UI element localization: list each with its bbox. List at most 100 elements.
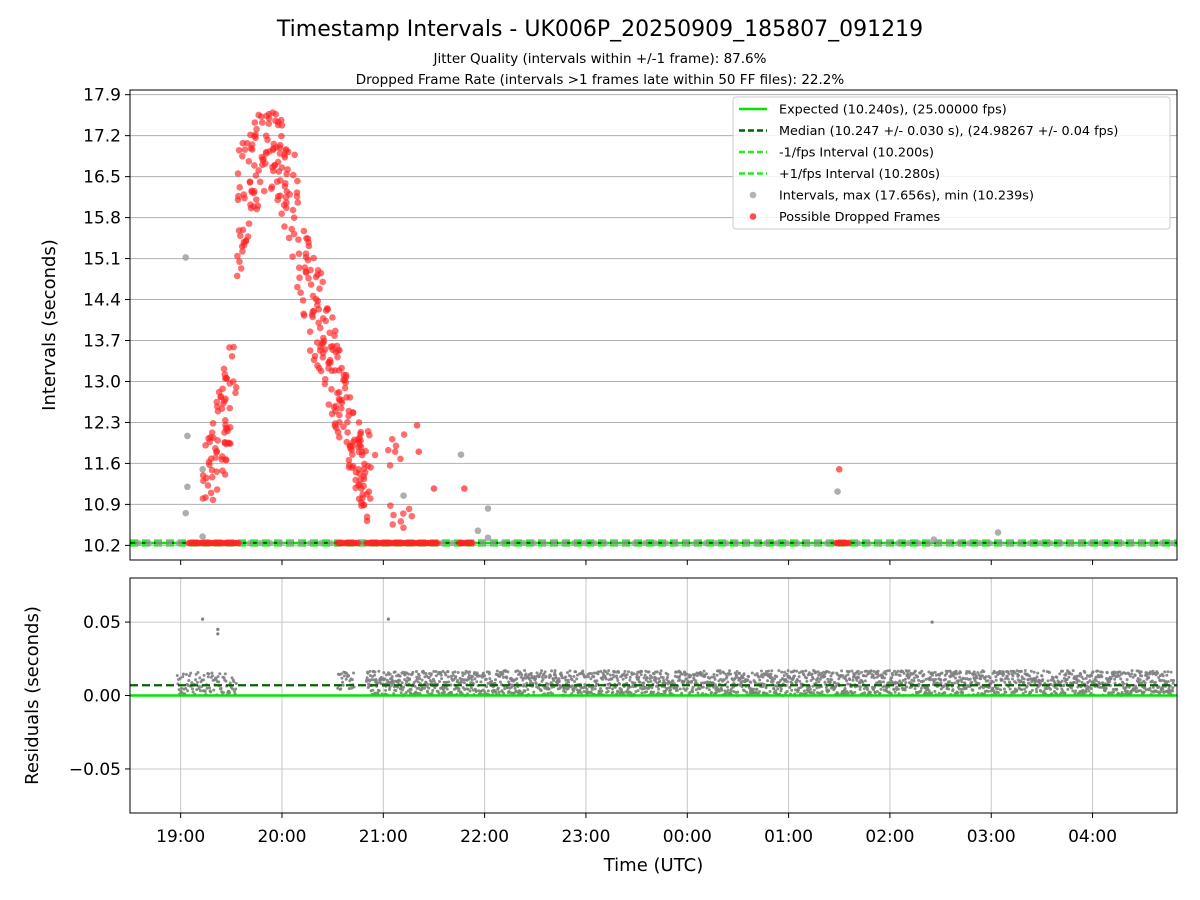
residual-point bbox=[1166, 680, 1170, 684]
residual-point bbox=[811, 684, 815, 688]
residual-point bbox=[201, 617, 205, 621]
dropped-frame-point bbox=[235, 192, 242, 200]
residual-point bbox=[604, 670, 608, 674]
residual-point bbox=[606, 672, 610, 676]
residual-point bbox=[1171, 681, 1175, 685]
dropped-frame-point bbox=[430, 485, 438, 492]
residual-point bbox=[764, 686, 768, 690]
dropped-frame-point bbox=[390, 511, 397, 519]
residual-point bbox=[1009, 669, 1013, 673]
chart-subtitle-dropped: Dropped Frame Rate (intervals >1 frames … bbox=[356, 72, 845, 88]
residual-point bbox=[209, 690, 213, 694]
dropped-frame-point bbox=[336, 346, 343, 354]
residual-point bbox=[718, 669, 722, 673]
residual-point bbox=[431, 689, 435, 693]
residual-point bbox=[712, 685, 716, 689]
residual-point bbox=[863, 679, 867, 683]
dropped-frame-point bbox=[260, 187, 268, 195]
residual-point bbox=[792, 674, 796, 678]
residual-point bbox=[1055, 675, 1059, 679]
residual-point bbox=[217, 680, 221, 684]
residual-point bbox=[896, 669, 900, 673]
residual-point bbox=[903, 688, 907, 692]
residual-point bbox=[228, 681, 232, 685]
residual-point bbox=[445, 687, 449, 691]
residual-point bbox=[222, 676, 226, 680]
residual-point bbox=[955, 672, 959, 676]
residual-point bbox=[658, 672, 662, 676]
x-axis-label: Time (UTC) bbox=[603, 855, 704, 876]
residual-point bbox=[560, 676, 564, 680]
residual-point bbox=[961, 690, 965, 694]
residual-point bbox=[986, 679, 990, 683]
residual-point bbox=[1051, 676, 1055, 680]
residual-point bbox=[828, 680, 832, 684]
residual-point bbox=[433, 686, 437, 690]
residual-point bbox=[971, 688, 975, 692]
dropped-frame-point bbox=[291, 151, 298, 159]
residual-point bbox=[417, 674, 421, 678]
residual-point bbox=[474, 689, 478, 693]
residual-point bbox=[814, 670, 818, 674]
residual-point bbox=[563, 690, 567, 694]
residual-point bbox=[498, 680, 502, 684]
residual-point bbox=[720, 688, 724, 692]
residual-point bbox=[1034, 679, 1038, 683]
residual-point bbox=[534, 677, 538, 681]
dropped-frame-point bbox=[220, 365, 228, 373]
legend-marker bbox=[749, 191, 757, 199]
residual-point bbox=[858, 681, 862, 685]
residual-point bbox=[630, 680, 634, 684]
interval-point bbox=[905, 539, 912, 547]
residual-point bbox=[375, 681, 379, 685]
dropped-frame-point bbox=[321, 375, 329, 383]
residual-point bbox=[1170, 689, 1174, 693]
residual-point bbox=[643, 673, 647, 677]
residual-point bbox=[1112, 672, 1116, 676]
residual-point bbox=[954, 669, 958, 673]
residual-point bbox=[994, 678, 998, 682]
residual-point bbox=[655, 670, 659, 674]
residual-point bbox=[190, 687, 194, 691]
dropped-frame-point bbox=[329, 314, 336, 321]
interval-point bbox=[1036, 539, 1044, 547]
interval-point bbox=[135, 539, 142, 547]
residual-point bbox=[426, 683, 430, 687]
residual-point bbox=[1151, 685, 1155, 689]
x-tick-label: 19:00 bbox=[156, 827, 205, 847]
residual-point bbox=[930, 620, 934, 624]
dropped-frame-point bbox=[355, 481, 362, 489]
x-tick-label: 04:00 bbox=[1068, 827, 1117, 847]
interval-point bbox=[945, 539, 953, 547]
dropped-frame-point bbox=[245, 158, 253, 165]
dropped-frame-point bbox=[355, 466, 362, 473]
interval-point bbox=[884, 539, 892, 547]
residual-point bbox=[1008, 687, 1012, 691]
dropped-frame-point bbox=[319, 353, 327, 361]
residual-point bbox=[783, 670, 787, 674]
residual-point bbox=[795, 669, 799, 673]
interval-point bbox=[580, 539, 588, 547]
residual-point bbox=[972, 670, 976, 674]
residual-point bbox=[876, 669, 880, 673]
dropped-frame-point bbox=[355, 419, 363, 426]
dropped-frame-point bbox=[342, 371, 350, 379]
residual-point bbox=[919, 689, 923, 693]
dropped-frame-point bbox=[208, 473, 216, 481]
dropped-frame-point bbox=[276, 150, 284, 157]
interval-point bbox=[182, 254, 190, 261]
residual-point bbox=[686, 681, 690, 685]
legend: Expected (10.240s), (25.00000 fps) Median… bbox=[732, 96, 1171, 230]
residual-point bbox=[773, 677, 777, 681]
residual-point bbox=[737, 671, 741, 675]
residual-point bbox=[705, 686, 709, 690]
dropped-frame-point bbox=[316, 324, 324, 332]
residual-point bbox=[1042, 689, 1046, 693]
residual-point bbox=[388, 672, 392, 676]
residual-point bbox=[859, 670, 863, 674]
dropped-frame-point bbox=[295, 236, 302, 243]
dropped-frame-point bbox=[317, 367, 325, 375]
dropped-frame-point bbox=[344, 429, 351, 436]
residual-point bbox=[805, 679, 809, 683]
dropped-frame-point bbox=[255, 167, 262, 174]
